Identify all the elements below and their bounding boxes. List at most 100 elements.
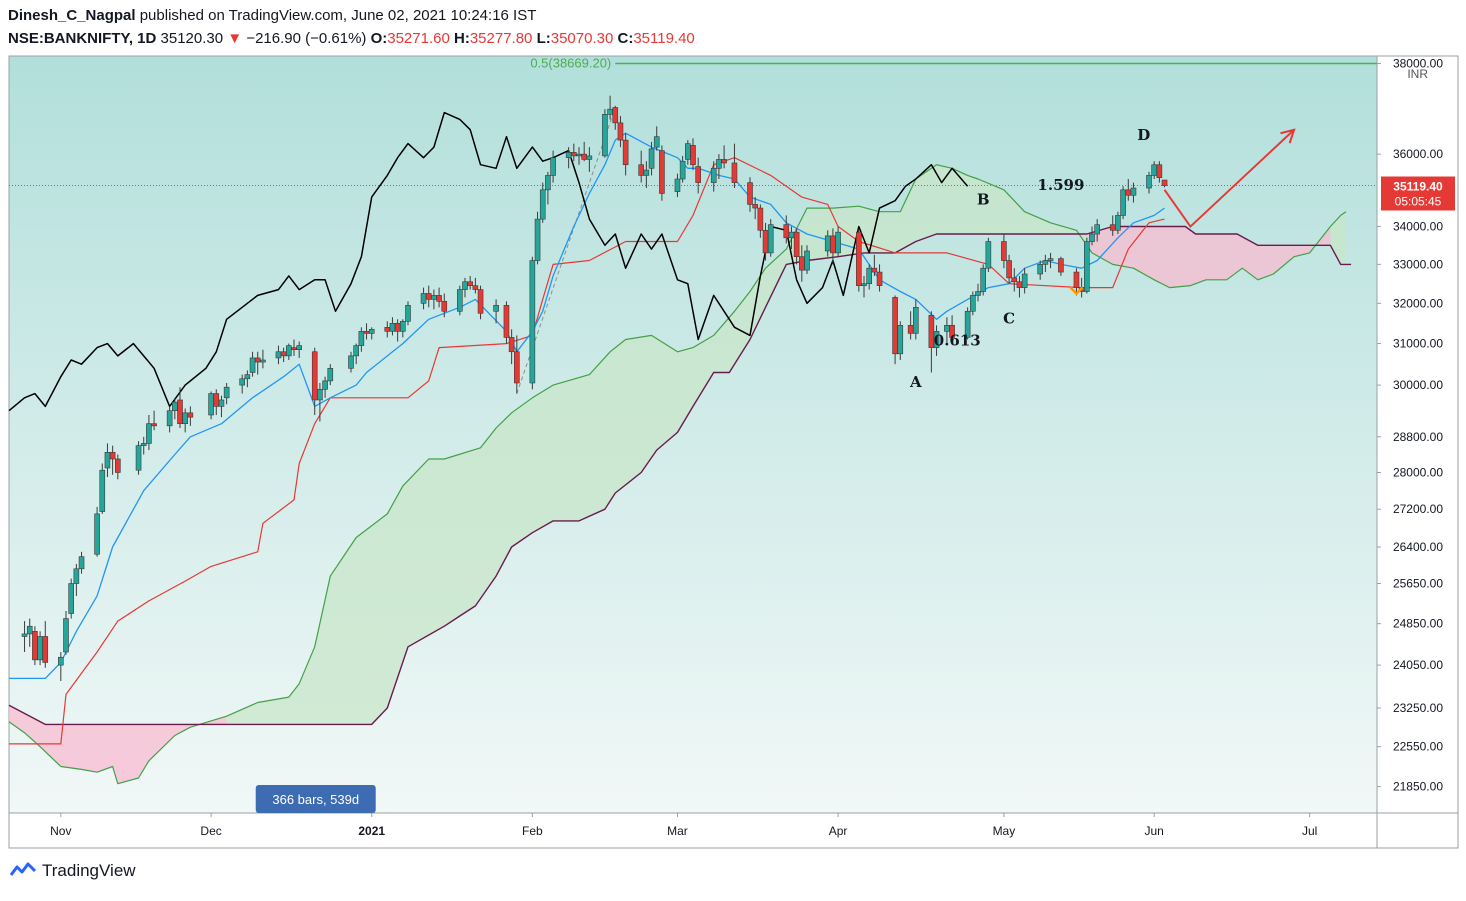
price-change: −216.90 (−0.61%) [246,30,367,47]
range-badge [255,785,376,813]
bullish-candle [249,351,256,377]
bullish-candle [964,307,971,340]
candle-body [363,331,370,334]
candle-body [933,331,940,348]
bearish-candle [783,215,790,244]
wave-label: D [1137,126,1150,144]
candle-body [425,293,432,300]
bullish-candle [493,299,499,324]
bullish-candle [1115,211,1121,235]
bullish-candle [897,321,904,361]
candle-body [291,347,297,351]
candle-body [58,656,64,666]
bearish-candle [115,454,121,480]
last-price-countdown: 05:05:45 [1395,195,1442,209]
candle-body [348,355,354,369]
bullish-candle [767,219,774,257]
bullish-candle [208,391,214,420]
price-tick-label: 24050.00 [1393,658,1443,672]
bearish-candle [1161,179,1168,188]
candle-body [73,568,80,584]
bullish-candle [648,141,655,176]
bearish-candle [151,410,157,431]
bearish-candle [757,204,764,238]
bearish-candle [892,295,898,365]
bullish-candle [1130,182,1137,203]
last-price: 35120.30 [160,30,224,47]
symbol-info: NSE:BANKNIFTY, 1D 35120.30 ▼ −216.90 (−0… [8,30,695,47]
bullish-candle [679,155,686,183]
wave-label: B [977,190,990,208]
candle-body [368,329,375,334]
candle-body [861,283,867,286]
candle-body [296,345,302,351]
bullish-candle [327,364,334,386]
candle-body [975,291,981,296]
bullish-candle [286,343,292,361]
candle-body [866,267,872,284]
open-label: O: [370,30,388,47]
candle-body [37,636,43,661]
candle-body [477,289,484,314]
candle-body [565,152,572,158]
lagging-span-line [8,111,969,412]
bullish-candle [317,382,323,422]
candle-body [799,256,805,271]
price-tick-label: 38000.00 [1393,57,1443,71]
candle-body [166,410,173,427]
bullish-candle [348,351,354,373]
candle-body [824,235,831,252]
bullish-candle [68,578,74,619]
bullish-candle [1120,186,1126,220]
price-tick-label: 24850.00 [1393,617,1443,631]
bullish-candle [539,182,546,223]
bearish-candle [1156,161,1163,183]
candle-body [405,305,411,322]
candle-body [539,189,546,220]
candle-body [99,469,106,512]
candle-body [716,159,722,169]
candle-body [213,393,220,407]
wave-label: 1.599 [1037,176,1084,194]
bearish-candle [876,264,883,292]
bearish-candle [436,287,442,308]
candle-body [104,451,111,469]
candle-body [907,325,914,334]
bullish-candle [21,621,28,653]
bullish-candle [166,406,173,433]
bearish-candle [1073,268,1080,296]
candle-body [63,618,69,653]
bullish-candle [913,299,919,340]
candle-body [783,224,790,239]
bullish-candle [1037,260,1043,280]
author-name[interactable]: Dinesh_C_Nagpal [8,7,136,24]
candle-body [358,331,365,346]
bearish-candle [659,145,665,201]
bullish-candle [146,414,152,451]
candle-body [762,229,769,254]
bullish-candle [1146,171,1152,194]
candle-body [42,636,49,663]
candle-body [286,345,292,357]
candle-body [384,327,391,332]
candle-body [602,114,608,157]
bullish-candle [405,301,411,326]
tradingview-logo[interactable]: TradingView [10,861,136,881]
candle-body [545,175,551,191]
candle-body [731,162,738,183]
candle-body [581,153,587,160]
bearish-candle [187,406,194,426]
candle-body [964,310,971,338]
candle-body [571,152,577,157]
bullish-candle [1084,237,1090,294]
bullish-candle [975,283,981,302]
price-tick-label: 36000.00 [1393,147,1443,161]
bullish-candle [63,610,69,655]
candle-body [685,143,691,160]
price-tick-label: 33000.00 [1393,257,1443,271]
candle-body [747,182,753,205]
candle-body [607,108,613,115]
candle-body [856,231,862,286]
